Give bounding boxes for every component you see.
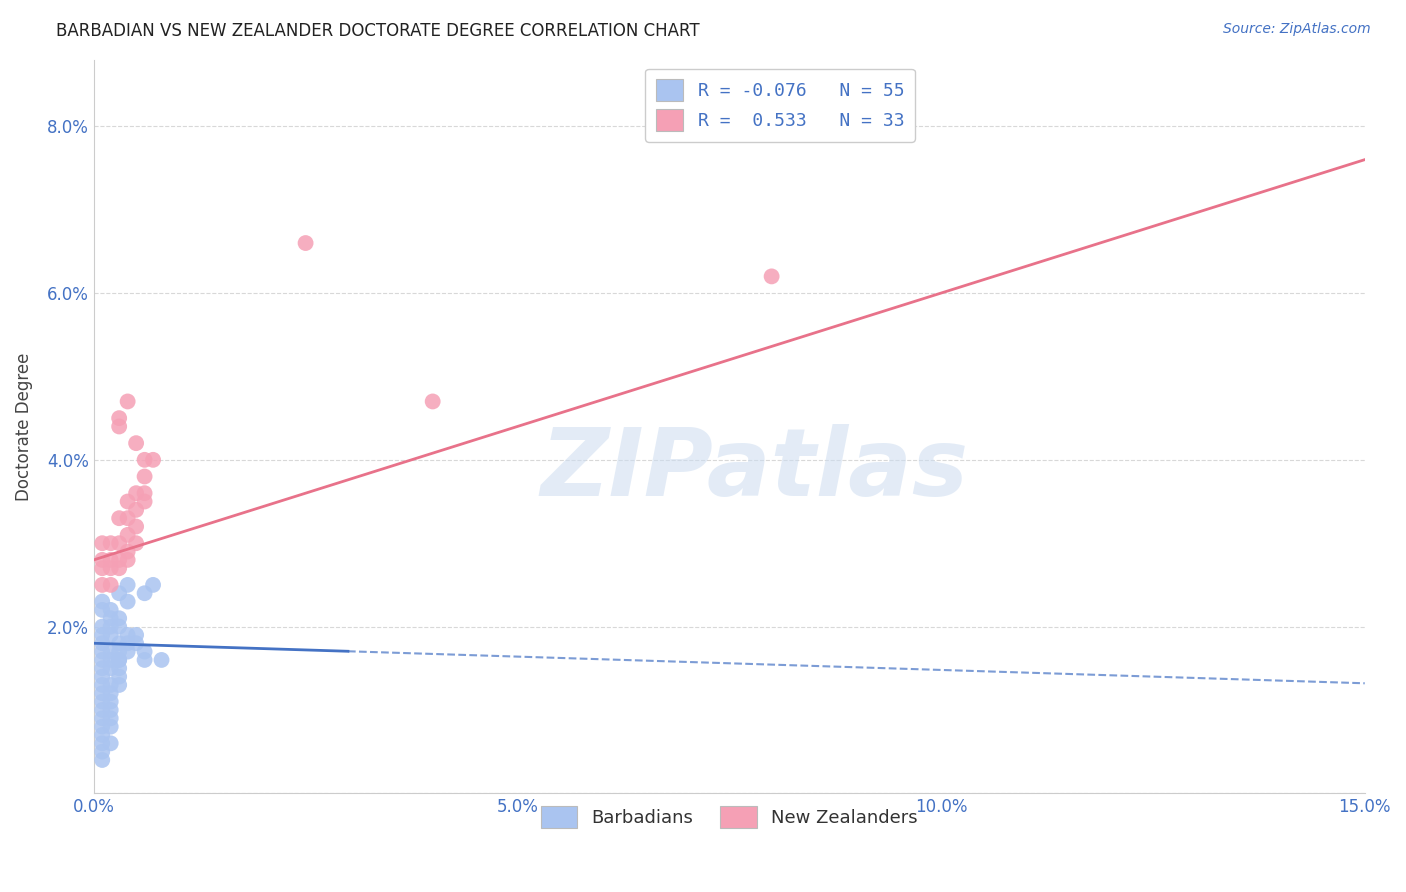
Point: [100, 561, 122, 575]
Point: [100, 619, 122, 633]
Point: [134, 469, 156, 483]
Point: [108, 661, 131, 675]
Point: [91, 644, 114, 658]
Point: [100, 661, 122, 675]
Point: [125, 628, 148, 642]
Point: [91, 753, 114, 767]
Point: [91, 686, 114, 700]
Point: [91, 603, 114, 617]
Point: [117, 594, 139, 608]
Text: BARBADIAN VS NEW ZEALANDER DOCTORATE DEGREE CORRELATION CHART: BARBADIAN VS NEW ZEALANDER DOCTORATE DEG…: [56, 22, 700, 40]
Point: [134, 644, 156, 658]
Point: [108, 419, 131, 434]
Point: [117, 553, 139, 567]
Point: [91, 636, 114, 650]
Point: [91, 536, 114, 550]
Point: [91, 720, 114, 734]
Point: [108, 678, 131, 692]
Point: [100, 578, 122, 592]
Point: [91, 678, 114, 692]
Point: [108, 511, 131, 525]
Point: [108, 611, 131, 625]
Point: [150, 653, 173, 667]
Point: [91, 594, 114, 608]
Point: [108, 636, 131, 650]
Point: [108, 553, 131, 567]
Point: [91, 561, 114, 575]
Point: [100, 553, 122, 567]
Point: [761, 269, 783, 284]
Point: [91, 619, 114, 633]
Point: [100, 703, 122, 717]
Point: [117, 636, 139, 650]
Point: [91, 728, 114, 742]
Point: [100, 653, 122, 667]
Point: [134, 453, 156, 467]
Point: [91, 736, 114, 750]
Point: [100, 628, 122, 642]
Point: [134, 494, 156, 508]
Point: [108, 644, 131, 658]
Point: [125, 486, 148, 500]
Point: [100, 711, 122, 725]
Point: [108, 653, 131, 667]
Point: [125, 503, 148, 517]
Point: [91, 695, 114, 709]
Point: [91, 711, 114, 725]
Point: [108, 536, 131, 550]
Point: [117, 628, 139, 642]
Point: [108, 670, 131, 684]
Point: [142, 578, 165, 592]
Point: [108, 411, 131, 425]
Point: [100, 611, 122, 625]
Point: [108, 619, 131, 633]
Point: [91, 628, 114, 642]
Text: ZIPatlas: ZIPatlas: [541, 425, 969, 516]
Point: [91, 745, 114, 759]
Point: [125, 536, 148, 550]
Point: [100, 720, 122, 734]
Point: [100, 686, 122, 700]
Point: [117, 511, 139, 525]
Point: [100, 736, 122, 750]
Point: [134, 586, 156, 600]
Point: [117, 578, 139, 592]
Text: Source: ZipAtlas.com: Source: ZipAtlas.com: [1223, 22, 1371, 37]
Point: [125, 519, 148, 533]
Point: [91, 670, 114, 684]
Point: [134, 653, 156, 667]
Point: [294, 235, 316, 250]
Point: [91, 553, 114, 567]
Point: [422, 394, 444, 409]
Point: [108, 653, 131, 667]
Point: [100, 644, 122, 658]
Point: [91, 578, 114, 592]
Point: [100, 603, 122, 617]
Point: [125, 436, 148, 450]
Point: [108, 561, 131, 575]
Y-axis label: Doctorate Degree: Doctorate Degree: [15, 352, 32, 500]
Point: [100, 695, 122, 709]
Point: [91, 653, 114, 667]
Point: [91, 661, 114, 675]
Point: [117, 528, 139, 542]
Point: [100, 536, 122, 550]
Point: [117, 394, 139, 409]
Point: [91, 703, 114, 717]
Point: [134, 486, 156, 500]
Point: [108, 586, 131, 600]
Legend: Barbadians, New Zealanders: Barbadians, New Zealanders: [534, 799, 925, 836]
Point: [142, 453, 165, 467]
Point: [125, 636, 148, 650]
Point: [100, 678, 122, 692]
Point: [117, 644, 139, 658]
Point: [117, 494, 139, 508]
Point: [117, 544, 139, 558]
